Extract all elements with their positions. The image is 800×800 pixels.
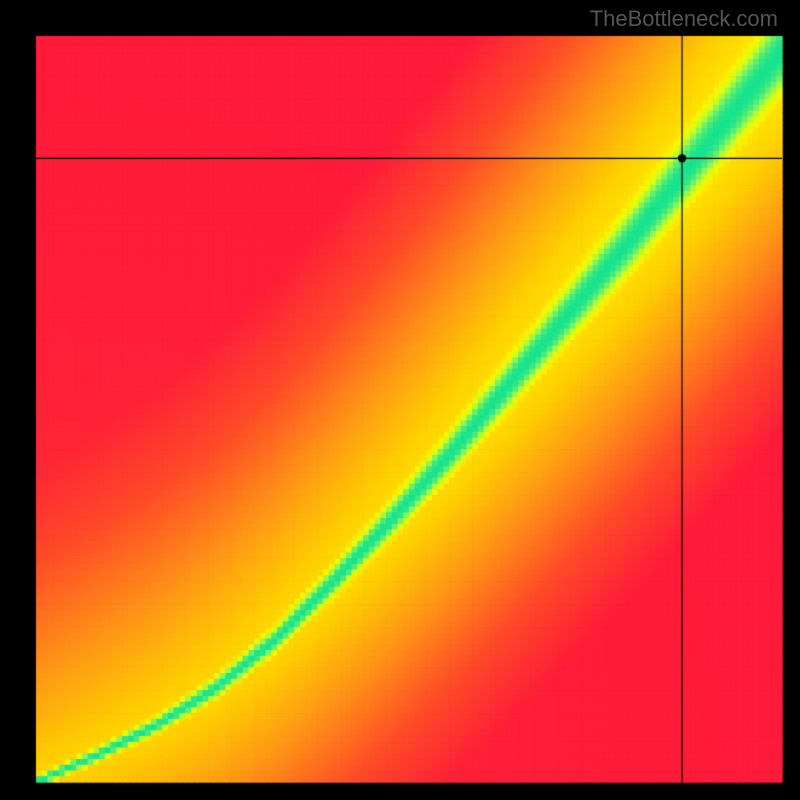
- bottleneck-heatmap: [0, 0, 800, 800]
- watermark-text: TheBottleneck.com: [590, 6, 778, 32]
- chart-container: { "watermark": { "text": "TheBottleneck.…: [0, 0, 800, 800]
